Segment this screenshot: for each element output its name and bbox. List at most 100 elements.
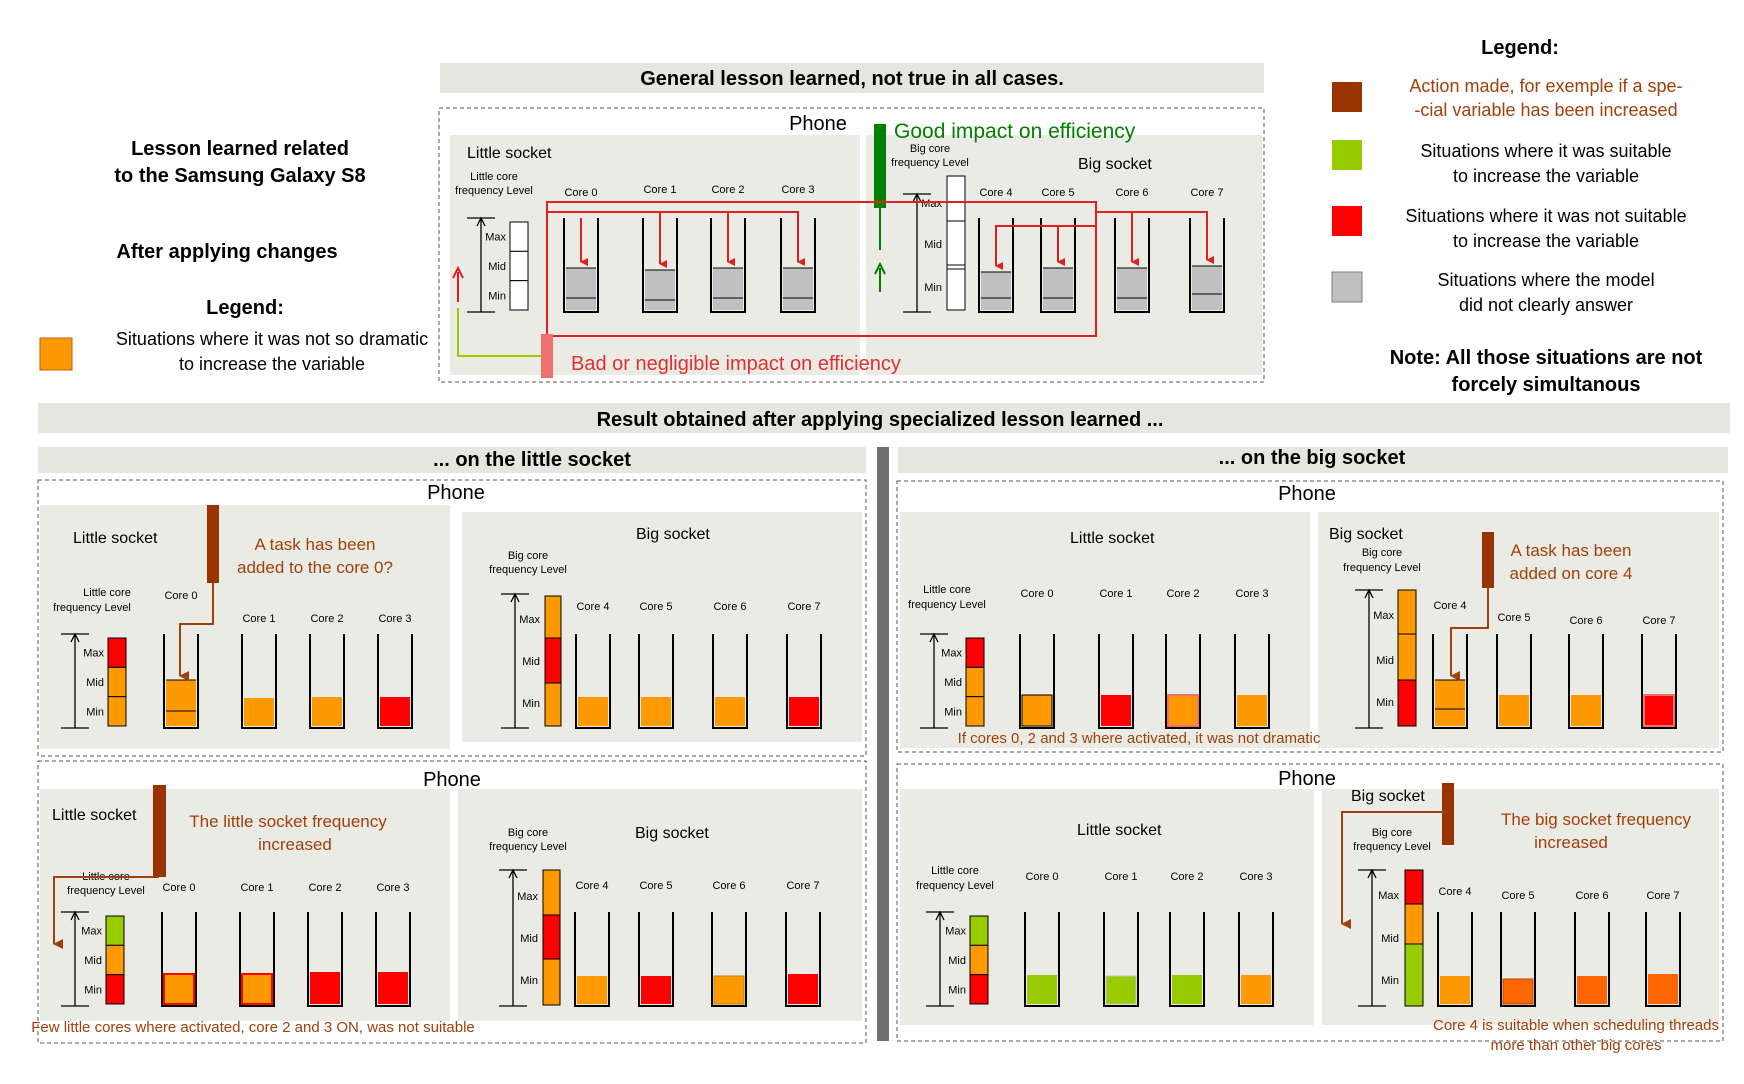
top-little-label: Little socket [467, 145, 552, 162]
p2-little-gauge-axis-arrow [70, 910, 80, 921]
after-changes-title: After applying changes [116, 241, 337, 263]
p3-core4-label: Core 4 [1433, 600, 1466, 612]
top-big-gauge-mid: Mid [924, 239, 942, 251]
p2-core0-label: Core 0 [162, 882, 195, 894]
p4-caption-line2: more than other big cores [1491, 1037, 1662, 1054]
legend-unclear-line2: did not clearly answer [1459, 295, 1633, 315]
p3-big-min: Min [1376, 697, 1394, 709]
p4-little-gauge-cell-0 [969, 915, 989, 946]
p4-core1-fill [1105, 975, 1137, 1005]
p3-core6-fill [1571, 695, 1601, 726]
p3-little-gauge-cell-1 [965, 666, 985, 698]
p3-caption: If cores 0, 2 and 3 where activated, it … [958, 730, 1321, 747]
p1-note: A task has been [255, 535, 376, 554]
p3-core2-fill [1167, 694, 1199, 727]
p3-core1-label: Core 1 [1099, 588, 1132, 600]
lesson-title-device: to the Samsung Galaxy S8 [114, 165, 365, 187]
p2-core7-label: Core 7 [786, 880, 819, 892]
p4-big-min: Min [1381, 975, 1399, 987]
p3-big-gauge-mid [1397, 633, 1417, 681]
p2-big-axis-arrow [508, 868, 518, 879]
p2-caption: Few little cores where activated, core 2… [31, 1019, 475, 1036]
p2-little-gauge-tick-mid: Mid [84, 955, 102, 967]
bad-drop-core3 [728, 211, 805, 266]
p3-little-gauge-tick-max: Max [941, 648, 962, 660]
bad-up-arrow-head [452, 265, 464, 279]
p3-core2-tube [1165, 634, 1201, 729]
p1-core5-tube [638, 634, 674, 729]
top-big-freq-label-2: frequency Level [891, 157, 969, 169]
p3-note-line2: added on core 4 [1510, 564, 1633, 583]
p4-big-max: Max [1378, 890, 1399, 902]
phone-1-content: Max Mid Min Core 0 Core 1 Core 2 Core 3 Max Mid M… [61, 505, 822, 729]
p3-core0-label: Core 0 [1020, 588, 1053, 600]
p1-task-arrow [179, 583, 214, 681]
p2-core3-label: Core 3 [376, 882, 409, 894]
top-core4-label: Core 4 [979, 187, 1012, 199]
general-banner [440, 63, 1264, 93]
p4-core7-fill [1648, 974, 1678, 1004]
good-impact-bar [874, 124, 886, 208]
phone-2-label: Phone [423, 769, 481, 791]
top-big-freq-label: Big core [910, 143, 950, 155]
p1-little-gauge-axis-arrow [70, 632, 80, 643]
p4-little-gauge-tick-min: Min [948, 984, 966, 996]
legend-action: Action made, for exemple if a spe- [1409, 76, 1682, 96]
p2-big-freq-label: Big core [508, 827, 548, 839]
top-big-gauge-arrow [912, 192, 922, 203]
legend-suitable: Situations where it was suitable [1420, 141, 1671, 161]
bad-drop-core4 [995, 225, 1021, 270]
big-banner [898, 447, 1728, 473]
p3-core0-tube [1019, 634, 1055, 729]
p4-core4-tube [1437, 912, 1473, 1007]
p1-little-gauge-tick-max: Max [83, 648, 104, 660]
p2-big-gauge-min [542, 958, 561, 1006]
legend-not-suitable: Situations where it was not suitable [1405, 206, 1686, 226]
top-little-freq-label-2: frequency Level [455, 185, 533, 197]
p4-core6-fill [1577, 976, 1607, 1004]
p3-core7-fill [1643, 694, 1675, 727]
p2-core1-fill [241, 973, 273, 1005]
top-core3-label: Core 3 [781, 184, 814, 196]
p1-core3-label: Core 3 [378, 613, 411, 625]
p2-little-label: Little socket [52, 807, 137, 824]
p1-big-freq-label-2: frequency Level [489, 564, 567, 576]
top-core3-tube [780, 218, 816, 313]
p2-core4-tube [574, 912, 610, 1007]
good-arrow-head [874, 261, 886, 275]
top-core0-fill [566, 268, 596, 310]
right-legend-title: Legend: [1481, 37, 1559, 59]
p4-little-gauge-tick-mid: Mid [948, 955, 966, 967]
top-core1-tube [642, 218, 678, 313]
top-little-gauge-cell-2 [509, 280, 529, 311]
p4-core0-tube [1024, 912, 1060, 1007]
p1-little-gauge-cell-1 [107, 666, 127, 698]
left-legend-title: Legend: [206, 297, 284, 319]
phone-3-label: Phone [1278, 483, 1336, 505]
p1-task-bar [207, 505, 219, 583]
bad-impact-bar [541, 334, 553, 378]
p4-core7-label: Core 7 [1646, 890, 1679, 902]
p1-core5-label: Core 5 [639, 601, 672, 613]
p3-little-gauge-cell-0 [965, 637, 985, 668]
p2-core7-tube [785, 912, 821, 1007]
p1-core5-fill [641, 697, 671, 726]
p4-core7-tube [1645, 912, 1681, 1007]
p3-core2-label: Core 2 [1166, 588, 1199, 600]
p1-core4-tube [575, 634, 611, 729]
p4-big-label: Big socket [1351, 788, 1425, 805]
result-title: Result obtained after applying specializ… [597, 409, 1164, 431]
p2-big-mid: Mid [520, 933, 538, 945]
p3-big-max: Max [1373, 610, 1394, 622]
top-little-gauge-tick-min: Min [488, 290, 506, 302]
p2-little-freq-label-2: frequency Level [67, 885, 145, 897]
p1-big-gauge-min [544, 682, 562, 727]
p1-core3-fill [380, 697, 410, 726]
p2-big-max: Max [517, 891, 538, 903]
p3-big-gauge-max [1397, 589, 1417, 635]
p2-freq-arrow [53, 876, 159, 949]
top-core6-label: Core 6 [1115, 187, 1148, 199]
p4-big-gauge-min [1404, 943, 1424, 1007]
p1-little-gauge-tick-mid: Mid [86, 677, 104, 689]
p2-core7-fill [788, 974, 818, 1004]
